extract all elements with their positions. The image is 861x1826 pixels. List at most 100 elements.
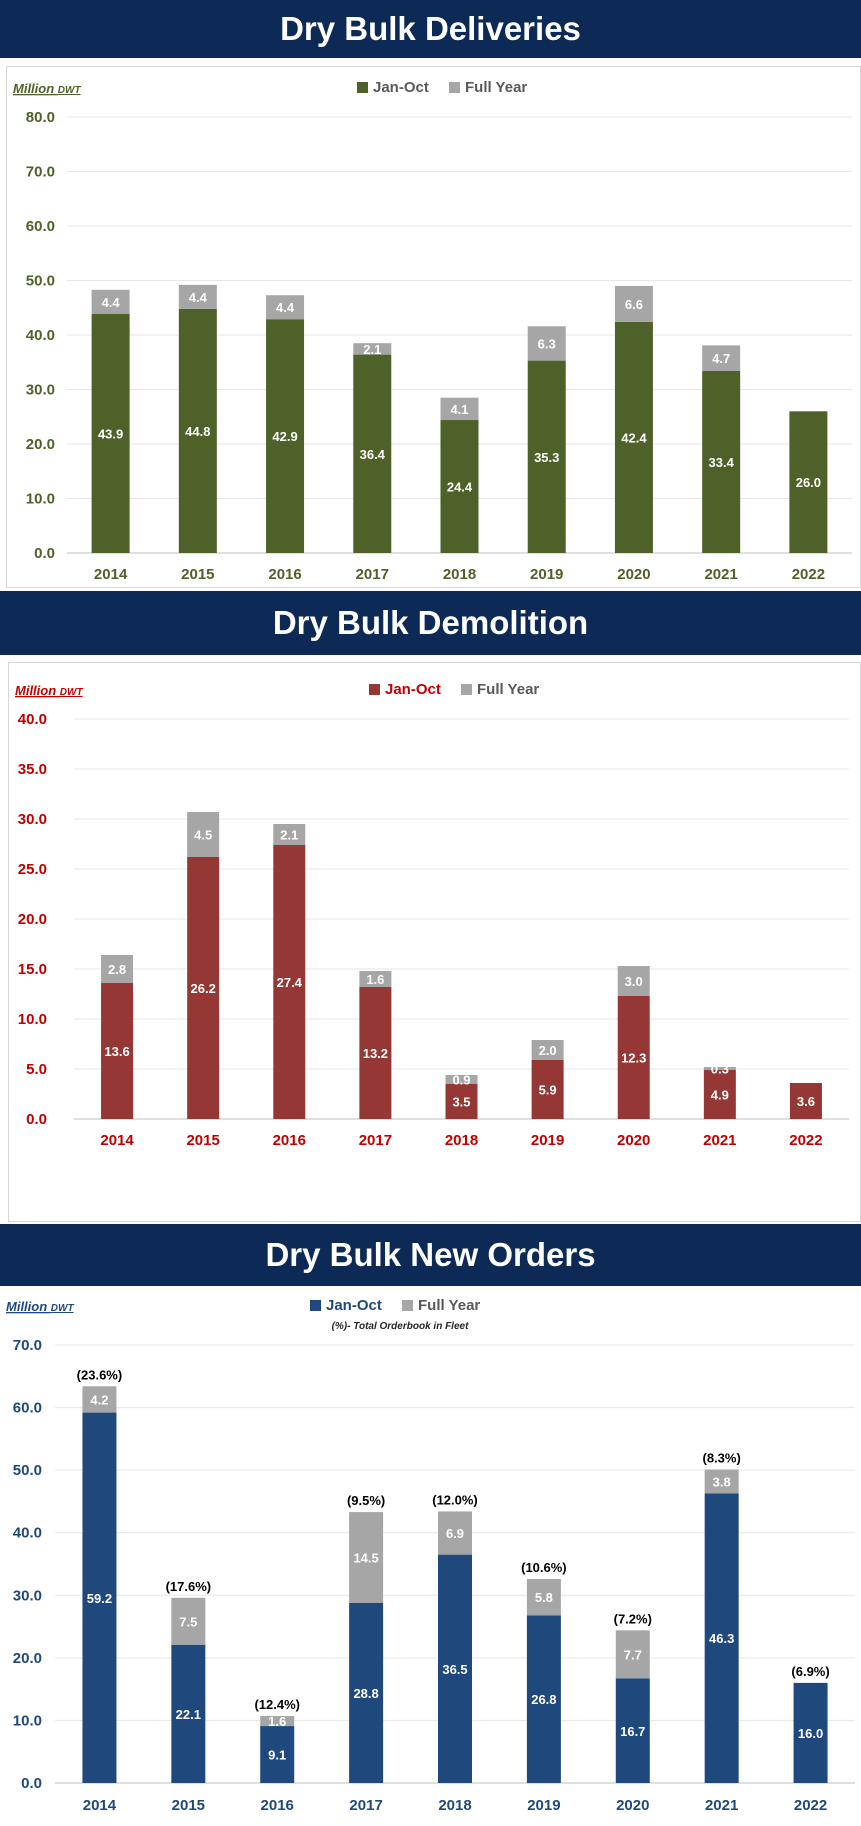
bar-label-full-year: 6.6 (625, 297, 643, 312)
demolition-chart: 0.0 5.0 10.0 15.0 20.0 25.0 30.0 35.0 40.0 Millio… (15, 681, 849, 1149)
legend-swatch-full-year (461, 684, 472, 695)
orderbook-annotation: (8.3%) (703, 1451, 741, 1466)
unit-label: Million DWT (15, 683, 83, 698)
bar-jan-oct (704, 1493, 739, 1783)
unit-label: Million DWT (13, 81, 81, 96)
bar-label-jan-oct: 13.6 (104, 1044, 129, 1059)
bar-label-full-year: 4.4 (102, 295, 121, 310)
bar-label-full-year: 4.4 (276, 300, 295, 315)
unit-sub: DWT (51, 1303, 75, 1314)
bar-label-full-year: 2.1 (363, 342, 381, 357)
bar-label-jan-oct: 22.1 (176, 1707, 201, 1722)
legend-label-full-year: Full Year (418, 1297, 480, 1314)
bar-label-full-year: 3.0 (625, 974, 643, 989)
bar-label-jan-oct: 42.4 (621, 430, 647, 445)
y-tick-label: 50.0 (26, 273, 55, 290)
deliveries-chart: 0.0 10.0 20.0 30.0 40.0 50.0 60.0 70.0 80.0 Milli… (13, 79, 852, 583)
x-tick-label: 2016 (273, 1132, 306, 1149)
bar-jan-oct (793, 1682, 828, 1783)
bar-label-full-year: 5.8 (535, 1590, 553, 1605)
bar-jan-oct (703, 1070, 736, 1119)
bar-label-full-year: 2.8 (108, 962, 126, 977)
x-tick-label: 2015 (181, 566, 214, 583)
y-tick-label: 30.0 (13, 1587, 42, 1604)
bar-label-jan-oct: 42.9 (272, 429, 297, 444)
bar-label-jan-oct: 3.6 (797, 1094, 815, 1109)
orderbook-annotation: (9.5%) (347, 1493, 385, 1508)
bar-label-full-year: 4.7 (712, 351, 730, 366)
y-tick-label: 35.0 (18, 761, 47, 778)
bar-label-jan-oct: 59.2 (87, 1591, 112, 1606)
bar-jan-oct (353, 354, 392, 553)
orderbook-annotation: (10.6%) (521, 1560, 567, 1575)
orderbook-annotation: (7.2%) (614, 1611, 652, 1626)
bar-full-year (266, 295, 305, 320)
bar-full-year (353, 343, 392, 355)
bar-jan-oct (91, 313, 130, 553)
bar-jan-oct (359, 987, 392, 1119)
y-tick-label: 60.0 (26, 218, 55, 235)
legend-label-full-year: Full Year (465, 79, 527, 96)
x-tick-label: 2016 (268, 566, 301, 583)
bar-label-jan-oct: 26.8 (531, 1692, 556, 1707)
bar-jan-oct (266, 319, 305, 553)
bar-full-year (359, 971, 392, 987)
bar-jan-oct (614, 321, 653, 553)
bar-jan-oct (440, 420, 479, 553)
y-tick-label: 70.0 (13, 1337, 42, 1354)
bar-label-jan-oct: 5.9 (539, 1083, 557, 1098)
x-tick-label: 2017 (359, 1132, 392, 1149)
bar-full-year (527, 326, 566, 361)
bar-label-jan-oct: 44.8 (185, 424, 210, 439)
y-tick-label: 80.0 (26, 109, 55, 126)
x-tick-label: 2021 (705, 1797, 738, 1814)
legend-label-jan-oct: Jan-Oct (385, 681, 441, 698)
bar-full-year (526, 1579, 561, 1616)
bar-jan-oct (273, 845, 306, 1119)
orderbook-annotation: (23.6%) (77, 1367, 123, 1382)
legend-label-jan-oct: Jan-Oct (326, 1297, 382, 1314)
bar-full-year (438, 1511, 472, 1555)
bar-full-year (702, 345, 741, 371)
x-tick-label: 2018 (438, 1797, 471, 1814)
x-tick-label: 2015 (172, 1797, 205, 1814)
y-tick-label: 15.0 (18, 961, 47, 978)
unit-main: Million (15, 683, 60, 698)
bar-full-year (617, 966, 650, 996)
x-tick-label: 2017 (349, 1797, 382, 1814)
legend-swatch-jan-oct (369, 684, 380, 695)
bar-label-jan-oct: 9.1 (268, 1748, 286, 1763)
deliveries-banner: Dry Bulk Deliveries (0, 0, 861, 58)
x-tick-label: 2018 (445, 1132, 478, 1149)
bar-label-jan-oct: 43.9 (98, 426, 123, 441)
new-orders-chart-frame: 0.0 10.0 20.0 30.0 40.0 50.0 60.0 70.0 Million D… (0, 1291, 859, 1821)
bar-jan-oct (526, 1615, 561, 1783)
demolition-title: Dry Bulk Demolition (272, 604, 589, 641)
bar-label-jan-oct: 16.0 (798, 1726, 823, 1741)
bar-label-full-year: 2.1 (280, 828, 298, 843)
bar-jan-oct (702, 370, 741, 553)
bar-label-full-year: 1.6 (366, 972, 384, 987)
bar-full-year (91, 289, 130, 314)
bar-label-jan-oct: 27.4 (277, 975, 303, 990)
bar-full-year (260, 1716, 295, 1727)
y-tick-label: 5.0 (26, 1061, 47, 1078)
bar-label-jan-oct: 26.2 (191, 981, 216, 996)
x-tick-label: 2020 (617, 1132, 650, 1149)
bar-jan-oct (260, 1726, 295, 1783)
y-tick-label: 10.0 (18, 1011, 47, 1028)
orderbook-annotation: (6.9%) (791, 1664, 829, 1679)
unit-sub: DWT (60, 687, 84, 698)
x-tick-label: 2021 (703, 1132, 736, 1149)
bar-label-jan-oct: 35.3 (534, 450, 559, 465)
bar-full-year (531, 1040, 564, 1060)
bar-full-year (615, 1630, 650, 1679)
bar-full-year (614, 285, 653, 322)
x-tick-label: 2014 (100, 1132, 134, 1149)
y-tick-label: 20.0 (13, 1650, 42, 1667)
bar-jan-oct (349, 1602, 384, 1783)
deliveries-chart-frame: 0.0 10.0 20.0 30.0 40.0 50.0 60.0 70.0 80.0 Milli… (6, 66, 861, 588)
bar-full-year (187, 812, 220, 857)
demolition-chart-frame: 0.0 5.0 10.0 15.0 20.0 25.0 30.0 35.0 40.0 Millio… (8, 662, 861, 1222)
bar-label-jan-oct: 36.4 (360, 447, 386, 462)
